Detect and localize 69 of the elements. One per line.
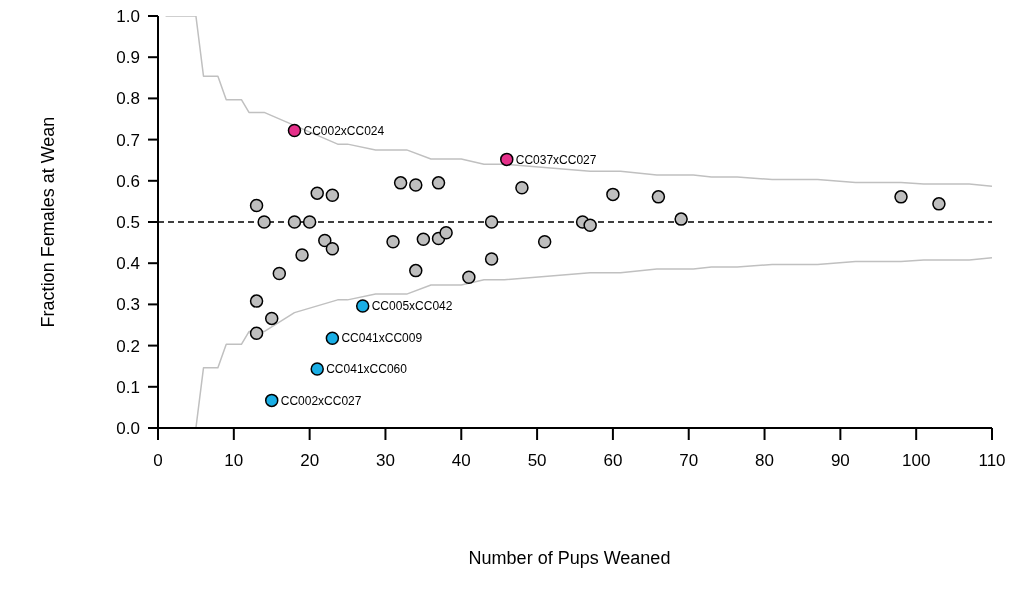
point [416,232,431,247]
point [500,152,514,167]
point [355,299,370,313]
point [674,212,688,226]
point [302,215,317,229]
annotation: CC041xCC009 [341,331,423,346]
point [651,190,666,204]
y-tick-label: 0.2 [116,336,140,356]
point [264,393,279,408]
point [386,235,400,249]
point [249,294,264,308]
y-tick-label: 0.3 [116,295,140,315]
point [287,215,302,229]
y-tick-label: 0.6 [116,171,140,191]
point [409,178,423,192]
line-series [164,16,992,187]
point [537,235,552,249]
x-tick-label: 30 [375,451,395,471]
point [257,215,271,229]
annotation: CC002xCC027 [280,393,362,408]
annotation: CC005xCC042 [371,299,453,314]
point [515,181,529,195]
x-tick-label: 50 [527,451,547,471]
x-tick-label: 80 [755,451,775,471]
y-axis-title: Fraction Females at Wean [38,116,59,328]
point [249,198,264,213]
y-tick-label: 0.8 [116,89,140,109]
y-tick-label: 0.1 [116,377,140,397]
point [484,215,499,229]
point [894,190,908,204]
point [325,331,340,345]
annotation: CC037xCC027 [515,152,597,167]
point [606,187,620,202]
x-tick-label: 90 [830,451,850,471]
point [325,242,340,256]
point [287,123,302,138]
y-tick-label: 0.4 [116,254,140,274]
x-tick-label: 20 [300,451,320,471]
point [484,252,499,266]
x-axis-title: Number of Pups Weaned [467,548,672,569]
x-tick-label: 70 [679,451,699,471]
y-tick-label: 0.7 [116,130,140,150]
point [409,263,423,278]
y-tick-label: 1.0 [116,7,140,27]
annotation: CC002xCC024 [303,123,385,138]
point [295,248,309,262]
point [310,362,324,376]
x-tick-label: 60 [603,451,623,471]
x-tick-label: 110 [978,451,1006,471]
point [431,176,446,190]
point [583,218,597,233]
x-tick-label: 0 [153,451,163,471]
x-tick-label: 40 [451,451,471,471]
point [393,176,408,190]
point [932,197,946,211]
point [264,311,279,326]
point [325,188,340,202]
point [249,326,264,340]
point [318,233,332,248]
point [310,186,324,200]
point [462,270,476,284]
y-tick-label: 0.9 [116,48,140,68]
annotation: CC041xCC060 [326,362,408,377]
x-tick-label: 100 [901,451,931,471]
point [439,225,453,240]
point [272,266,287,281]
y-tick-label: 0.5 [116,213,140,233]
x-tick-label: 10 [224,451,244,471]
y-tick-label: 0.0 [116,419,140,439]
